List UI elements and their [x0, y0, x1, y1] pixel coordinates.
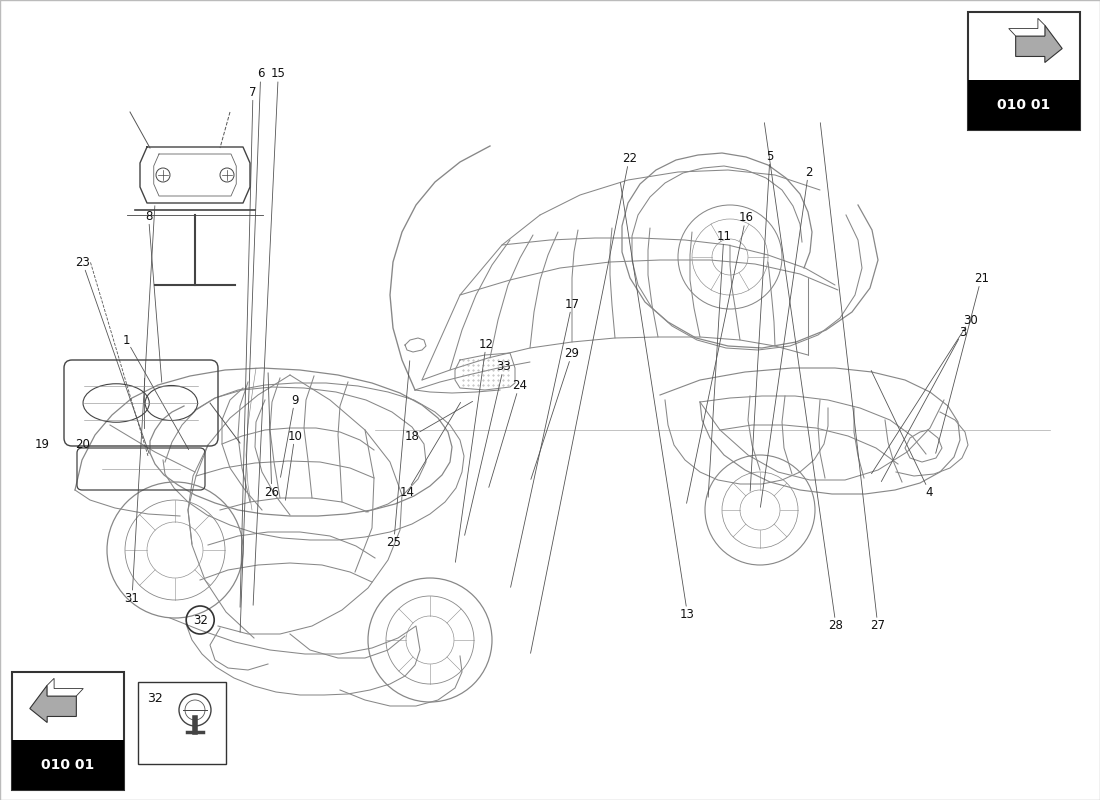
Text: 2: 2 [805, 166, 812, 178]
Text: 14: 14 [399, 486, 415, 498]
Text: 21: 21 [974, 272, 989, 285]
FancyBboxPatch shape [138, 682, 226, 764]
Text: 16: 16 [738, 211, 754, 224]
Text: 27: 27 [870, 619, 886, 632]
Text: 10: 10 [287, 430, 303, 442]
Text: 13: 13 [680, 608, 695, 621]
Text: 18: 18 [405, 430, 420, 442]
Text: 32: 32 [192, 614, 208, 626]
Text: 26: 26 [264, 486, 279, 498]
Text: 8: 8 [145, 210, 152, 222]
Text: 17: 17 [564, 298, 580, 310]
Text: 33: 33 [496, 360, 512, 373]
Text: 29: 29 [564, 347, 580, 360]
Text: 4: 4 [926, 486, 933, 498]
Text: 20: 20 [75, 438, 90, 450]
Text: 7: 7 [250, 86, 256, 98]
Bar [12, 741, 124, 790]
Polygon shape [1009, 18, 1045, 36]
Text: 12: 12 [478, 338, 494, 350]
Bar [968, 81, 1080, 130]
FancyBboxPatch shape [968, 12, 1080, 130]
Text: 19: 19 [34, 438, 50, 450]
Text: 23: 23 [75, 256, 90, 269]
Text: 30: 30 [962, 314, 978, 326]
Text: 11: 11 [716, 230, 732, 242]
Polygon shape [1015, 26, 1063, 62]
Polygon shape [30, 686, 76, 722]
Text: 31: 31 [124, 592, 140, 605]
Text: 3: 3 [959, 326, 966, 338]
Text: 010 01: 010 01 [42, 758, 95, 772]
Text: 24: 24 [512, 379, 527, 392]
Text: 1: 1 [123, 334, 130, 346]
Polygon shape [47, 678, 84, 696]
Text: 6: 6 [257, 67, 264, 80]
Text: 010 01: 010 01 [998, 98, 1050, 112]
Text: 9: 9 [292, 394, 298, 406]
Text: 25: 25 [386, 536, 402, 549]
Text: 22: 22 [621, 152, 637, 165]
Text: 15: 15 [271, 67, 286, 80]
Text: 28: 28 [828, 619, 844, 632]
Text: 32: 32 [147, 691, 163, 705]
Text: 5: 5 [767, 150, 773, 162]
FancyBboxPatch shape [12, 672, 124, 790]
